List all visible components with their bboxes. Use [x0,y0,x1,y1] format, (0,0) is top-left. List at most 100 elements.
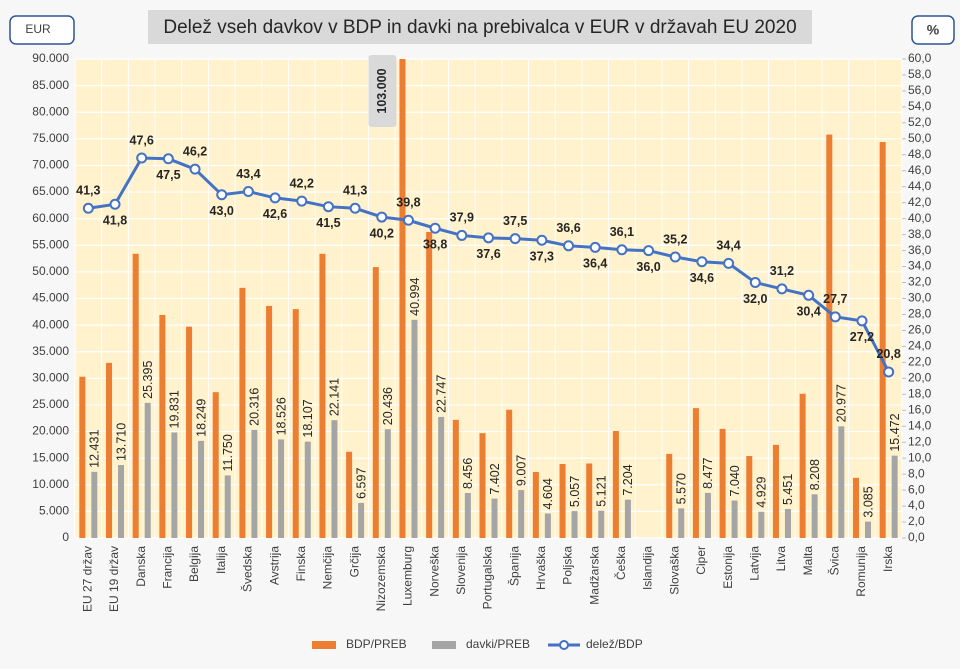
bar [186,326,193,538]
line-marker [136,152,148,164]
bar [598,510,605,538]
line-label: 36,4 [583,257,607,271]
bar [571,511,578,538]
y2-tick-label: 26,0 [908,323,932,337]
line-label: 43,0 [210,204,234,218]
line-marker [749,277,761,289]
bar [784,508,791,538]
x-tick-label: Avstrija [267,546,281,585]
data-label: 8.208 [808,459,822,490]
bar [304,441,311,538]
legend-swatch [312,641,336,649]
y-label-box [9,15,75,45]
y2-tick-label: 20,0 [908,371,932,385]
bar [811,494,818,538]
x-tick-label: Finska [294,546,308,582]
line-label: 37,6 [476,247,500,261]
x-tick-label: Nemčija [321,546,335,590]
legend-label: davki/PREB [466,637,530,651]
line-marker [589,241,601,253]
bar [491,498,498,538]
bar [198,440,205,538]
data-label: 15.472 [888,413,902,451]
line-label: 36,1 [610,225,634,239]
bar [518,490,525,538]
data-label: 5.451 [781,474,795,505]
y2-tick-label: 44,0 [908,179,932,193]
line-label: 20,8 [876,347,900,361]
bar [331,420,338,538]
y2-tick-label: 38,0 [908,227,932,241]
line-marker [242,186,254,198]
line-label: 34,4 [716,239,740,253]
y-tick-label: 10.000 [32,477,69,491]
line-marker [643,245,655,257]
data-label: 22.747 [434,375,448,413]
line-label: 41,8 [103,214,127,228]
x-tick-label: Slovaška [667,546,681,595]
y2-tick-label: 48,0 [908,147,932,161]
y2-tick-label: 2,0 [908,514,925,528]
data-label: 22.141 [328,378,342,416]
x-tick-label: Francija [161,546,175,589]
data-label: 4.604 [541,478,555,509]
bar [479,433,486,538]
bar [346,451,353,538]
data-label: 8.456 [461,458,475,489]
bar [384,429,391,538]
data-label: 4.929 [755,476,769,507]
y2-tick-label: 4,0 [908,498,925,512]
data-label: 20.316 [248,388,262,426]
y2-tick-label: 56,0 [908,83,932,97]
line-marker [349,202,361,214]
data-label: 18.249 [194,399,208,437]
y2-tick-label: 58,0 [908,67,932,81]
line-label: 38,8 [423,238,447,252]
bar [464,492,471,538]
bar [452,419,459,538]
data-label: 3.085 [861,486,875,517]
line-marker [216,189,228,201]
y-tick-label: 60.000 [32,211,69,225]
bar [319,253,326,538]
x-tick-label: Grčija [347,546,361,578]
bar [532,472,539,538]
bar [132,253,139,538]
line-marker [82,202,94,214]
y2-tick-label: 52,0 [908,115,932,129]
bar [826,134,833,538]
y2-label-box [911,15,955,45]
y2-tick-label: 18,0 [908,386,932,400]
line-label: 37,3 [530,250,554,264]
bar [438,416,445,538]
data-label: 9.007 [514,455,528,486]
y-tick-label: 25.000 [32,397,69,411]
data-label: 7.402 [488,463,502,494]
data-label: 5.057 [568,476,582,507]
line-marker [456,229,468,241]
bar [692,408,699,538]
y-tick-label: 15.000 [32,450,69,464]
line-label: 41,3 [76,184,100,198]
x-tick-label: Hrvaška [534,546,548,590]
line-marker [269,192,281,204]
chart-title: Delež vseh davkov v BDP in davki na preb… [163,17,796,38]
y2-tick-label: 50,0 [908,131,932,145]
y2-tick-label: 36,0 [908,243,932,257]
bar [411,319,418,538]
y-tick-label: 55.000 [32,237,69,251]
line-marker [776,283,788,295]
line-marker [616,244,628,256]
x-tick-label: Slovenija [454,546,468,595]
line-marker [429,222,441,234]
line-label: 47,5 [156,168,180,182]
line-marker [162,153,174,165]
y2-tick-label: 30,0 [908,291,932,305]
line-label: 36,6 [556,221,580,235]
bar [586,463,593,538]
data-label: 18.526 [274,397,288,435]
data-label: 5.121 [595,475,609,506]
x-tick-label: Islandija [641,546,655,590]
y-tick-label: 85.000 [32,78,69,92]
y-axis-label: EUR [25,22,51,36]
